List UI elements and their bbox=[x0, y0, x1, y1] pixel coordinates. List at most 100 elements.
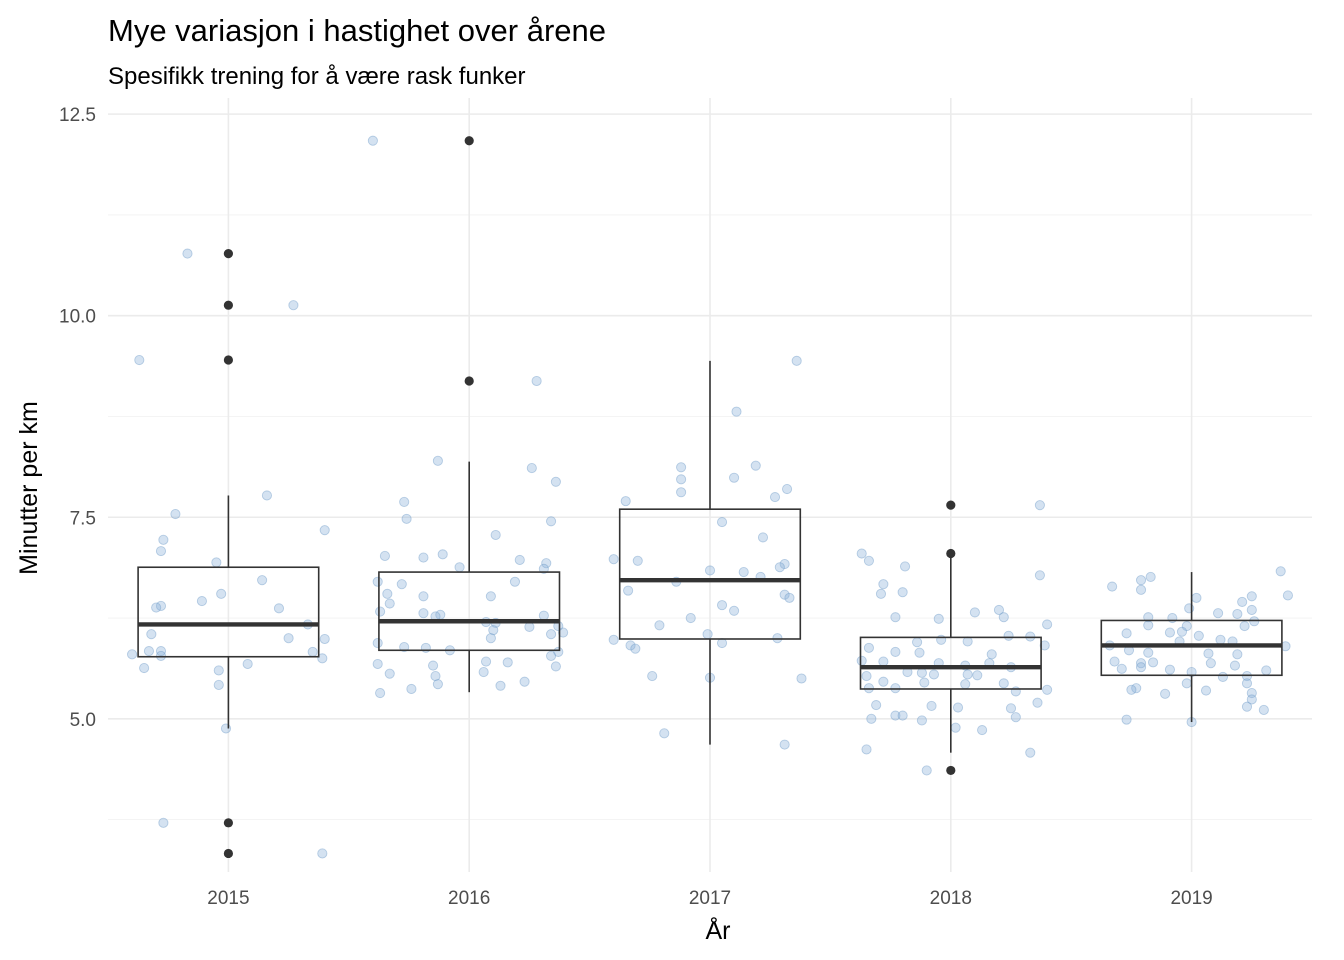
x-axis-title: År bbox=[706, 915, 731, 945]
jitter-point bbox=[620, 496, 631, 507]
jitter-point bbox=[213, 679, 224, 691]
jitter-point bbox=[972, 670, 983, 681]
jitter-point bbox=[774, 562, 785, 573]
jitter-point bbox=[1135, 575, 1147, 586]
y-axis-title: Minutter per km bbox=[15, 401, 43, 575]
jitter-point bbox=[1148, 657, 1159, 668]
jitter-point bbox=[1121, 714, 1132, 725]
jitter-point bbox=[796, 673, 807, 684]
jitter-point bbox=[912, 637, 923, 648]
jitter-point bbox=[1193, 630, 1204, 641]
jitter-point bbox=[1275, 566, 1286, 577]
jitter-point bbox=[1135, 662, 1147, 673]
jitter-point bbox=[502, 657, 513, 668]
y-tick-label: 10.0 bbox=[59, 307, 96, 328]
jitter-point bbox=[702, 629, 713, 640]
jitter-point bbox=[550, 661, 561, 672]
outlier-point bbox=[946, 500, 956, 510]
jitter-point bbox=[630, 643, 641, 654]
y-tick-label: 7.5 bbox=[70, 508, 96, 529]
x-tick-label: 2019 bbox=[1170, 888, 1212, 909]
jitter-point bbox=[317, 848, 328, 859]
jitter-point bbox=[1143, 620, 1154, 631]
jitter-point bbox=[418, 552, 429, 563]
jitter-point bbox=[399, 642, 410, 653]
jitter-point bbox=[432, 455, 443, 466]
outlier-point bbox=[946, 765, 956, 776]
jitter-point bbox=[531, 375, 542, 387]
jitter-point bbox=[921, 765, 932, 776]
jitter-point bbox=[856, 655, 867, 666]
jitter-point bbox=[1249, 616, 1260, 627]
jitter-point bbox=[418, 591, 429, 602]
jitter-point bbox=[1034, 570, 1045, 581]
jitter-point bbox=[738, 567, 749, 578]
jitter-point bbox=[1107, 581, 1118, 592]
jitter-point bbox=[729, 605, 740, 616]
jitter-point bbox=[863, 555, 874, 566]
jitter-point bbox=[779, 558, 790, 570]
jitter-point bbox=[866, 713, 877, 724]
jitter-point bbox=[155, 600, 167, 611]
jitter-point bbox=[127, 649, 138, 660]
jitter-point bbox=[1003, 630, 1014, 641]
jitter-point bbox=[676, 474, 687, 485]
jitter-point bbox=[890, 612, 901, 623]
jitter-point bbox=[1246, 694, 1257, 705]
jitter-point bbox=[1258, 704, 1269, 715]
outlier-point bbox=[223, 848, 233, 859]
jitter-point bbox=[716, 637, 728, 649]
jitter-point bbox=[488, 625, 499, 636]
jitter-point bbox=[632, 555, 643, 566]
box-iqr bbox=[618, 508, 802, 640]
jitter-point bbox=[1200, 685, 1212, 696]
jitter-point bbox=[1181, 621, 1192, 632]
jitter-point bbox=[1032, 697, 1043, 708]
jitter-point bbox=[134, 354, 145, 366]
jitter-point bbox=[151, 602, 162, 613]
jitter-point bbox=[319, 525, 330, 536]
jitter-point bbox=[1143, 612, 1154, 623]
jitter-point bbox=[933, 613, 944, 624]
jitter-point bbox=[1025, 747, 1036, 758]
box-iqr bbox=[1100, 619, 1283, 677]
jitter-point bbox=[546, 650, 557, 661]
x-tick-label: 2015 bbox=[207, 888, 249, 909]
x-axis-ticks: 2015 2016 2017 2018 2019 bbox=[207, 888, 1212, 909]
jitter-point bbox=[1010, 686, 1021, 697]
jitter-point bbox=[158, 817, 169, 828]
jitter-point bbox=[538, 563, 549, 574]
jitter-point bbox=[729, 472, 740, 483]
jitter-point bbox=[861, 671, 872, 682]
jitter-point bbox=[969, 607, 980, 618]
jitter-point bbox=[716, 600, 728, 611]
jitter-point bbox=[1217, 671, 1228, 682]
jitter-point bbox=[432, 679, 443, 690]
jitter-point bbox=[143, 646, 154, 657]
jitter-point bbox=[782, 483, 793, 495]
jitter-point bbox=[538, 610, 549, 621]
jitter-point bbox=[863, 642, 874, 653]
jitter-point bbox=[1241, 671, 1253, 682]
outlier-point bbox=[223, 818, 233, 828]
jitter-point bbox=[962, 669, 973, 680]
jitter-point bbox=[454, 562, 465, 573]
x-tick-label: 2017 bbox=[689, 888, 731, 909]
jitter-point bbox=[406, 683, 417, 695]
box-iqr bbox=[378, 571, 561, 652]
jitter-point bbox=[550, 476, 561, 487]
jitter-point bbox=[1176, 626, 1188, 637]
outlier-point bbox=[223, 249, 233, 259]
jitter-point bbox=[155, 650, 167, 661]
jitter-point bbox=[399, 496, 410, 507]
jitter-point bbox=[1239, 621, 1250, 632]
jitter-point bbox=[319, 633, 330, 645]
jitter-point bbox=[1164, 664, 1175, 675]
jitter-point bbox=[772, 633, 783, 644]
outlier-point bbox=[464, 136, 474, 146]
jitter-point bbox=[170, 508, 181, 520]
jitter-point bbox=[1241, 678, 1253, 689]
jitter-point bbox=[211, 557, 222, 568]
jitter-point bbox=[273, 603, 285, 614]
jitter-point bbox=[926, 700, 937, 711]
